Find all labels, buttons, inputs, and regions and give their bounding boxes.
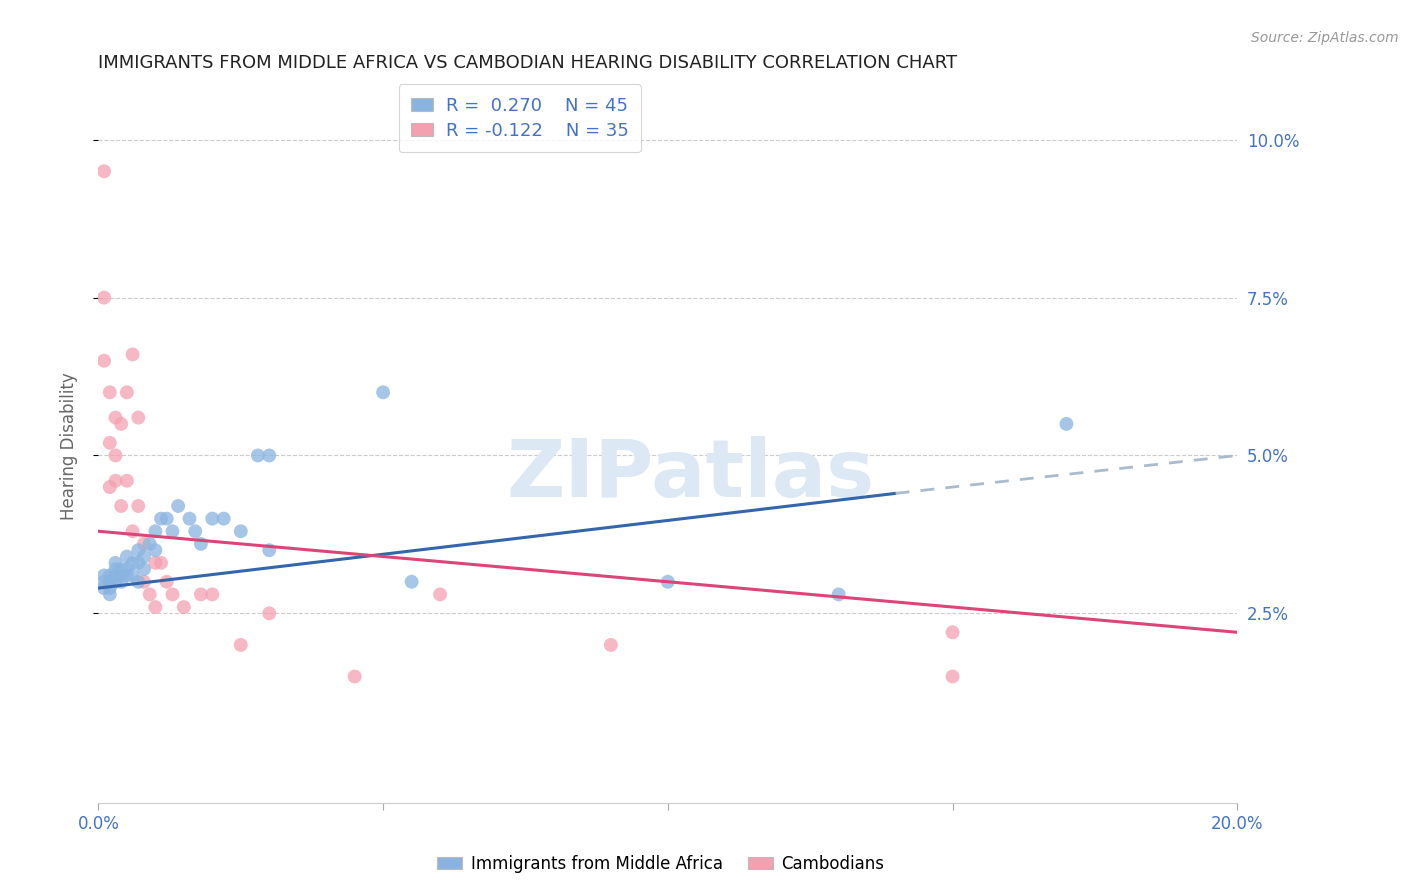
Point	[212, 511, 235, 525]
Point	[184, 524, 207, 539]
Point	[343, 669, 366, 683]
Point	[110, 574, 132, 589]
Point	[115, 474, 138, 488]
Point	[229, 638, 252, 652]
Point	[127, 556, 149, 570]
Point	[93, 164, 115, 178]
Point	[132, 574, 155, 589]
Point	[93, 568, 115, 582]
Y-axis label: Hearing Disability: Hearing Disability	[59, 372, 77, 520]
Point	[1056, 417, 1078, 431]
Point	[104, 574, 127, 589]
Point	[373, 385, 395, 400]
Point	[93, 353, 115, 368]
Point	[110, 562, 132, 576]
Point	[121, 347, 143, 361]
Point	[127, 543, 149, 558]
Point	[162, 524, 184, 539]
Point	[259, 543, 281, 558]
Text: ZIPatlas: ZIPatlas	[506, 435, 875, 514]
Point	[190, 587, 212, 601]
Legend: Immigrants from Middle Africa, Cambodians: Immigrants from Middle Africa, Cambodian…	[430, 848, 891, 880]
Point	[138, 587, 160, 601]
Point	[104, 562, 127, 576]
Point	[121, 568, 143, 582]
Point	[127, 499, 149, 513]
Point	[150, 511, 173, 525]
Point	[145, 600, 167, 615]
Point	[104, 474, 127, 488]
Point	[229, 524, 252, 539]
Point	[98, 385, 121, 400]
Point	[93, 581, 115, 595]
Point	[828, 587, 851, 601]
Point	[115, 568, 138, 582]
Point	[115, 385, 138, 400]
Point	[145, 543, 167, 558]
Point	[942, 625, 965, 640]
Point	[104, 449, 127, 463]
Point	[98, 435, 121, 450]
Point	[121, 524, 143, 539]
Point	[657, 574, 679, 589]
Point	[127, 574, 149, 589]
Point	[600, 638, 623, 652]
Point	[173, 600, 195, 615]
Point	[127, 410, 149, 425]
Text: Source: ZipAtlas.com: Source: ZipAtlas.com	[1251, 31, 1399, 45]
Point	[145, 556, 167, 570]
Point	[162, 587, 184, 601]
Point	[110, 568, 132, 582]
Point	[156, 574, 179, 589]
Point	[259, 607, 281, 621]
Point	[179, 511, 201, 525]
Point	[942, 669, 965, 683]
Point	[115, 549, 138, 564]
Point	[201, 511, 224, 525]
Point	[93, 291, 115, 305]
Point	[115, 562, 138, 576]
Point	[401, 574, 423, 589]
Point	[201, 587, 224, 601]
Point	[104, 556, 127, 570]
Point	[190, 537, 212, 551]
Point	[132, 562, 155, 576]
Point	[104, 410, 127, 425]
Point	[150, 556, 173, 570]
Point	[138, 537, 160, 551]
Point	[132, 537, 155, 551]
Point	[98, 574, 121, 589]
Point	[145, 524, 167, 539]
Point	[167, 499, 190, 513]
Point	[259, 449, 281, 463]
Point	[98, 581, 121, 595]
Point	[246, 449, 269, 463]
Point	[121, 556, 143, 570]
Point	[429, 587, 451, 601]
Point	[156, 511, 179, 525]
Point	[98, 568, 121, 582]
Text: IMMIGRANTS FROM MIDDLE AFRICA VS CAMBODIAN HEARING DISABILITY CORRELATION CHART: IMMIGRANTS FROM MIDDLE AFRICA VS CAMBODI…	[98, 54, 957, 72]
Point	[98, 480, 121, 494]
Point	[110, 417, 132, 431]
Point	[104, 568, 127, 582]
Point	[132, 549, 155, 564]
Point	[98, 587, 121, 601]
Point	[93, 574, 115, 589]
Legend: R =  0.270    N = 45, R = -0.122    N = 35: R = 0.270 N = 45, R = -0.122 N = 35	[398, 84, 641, 153]
Point	[110, 499, 132, 513]
